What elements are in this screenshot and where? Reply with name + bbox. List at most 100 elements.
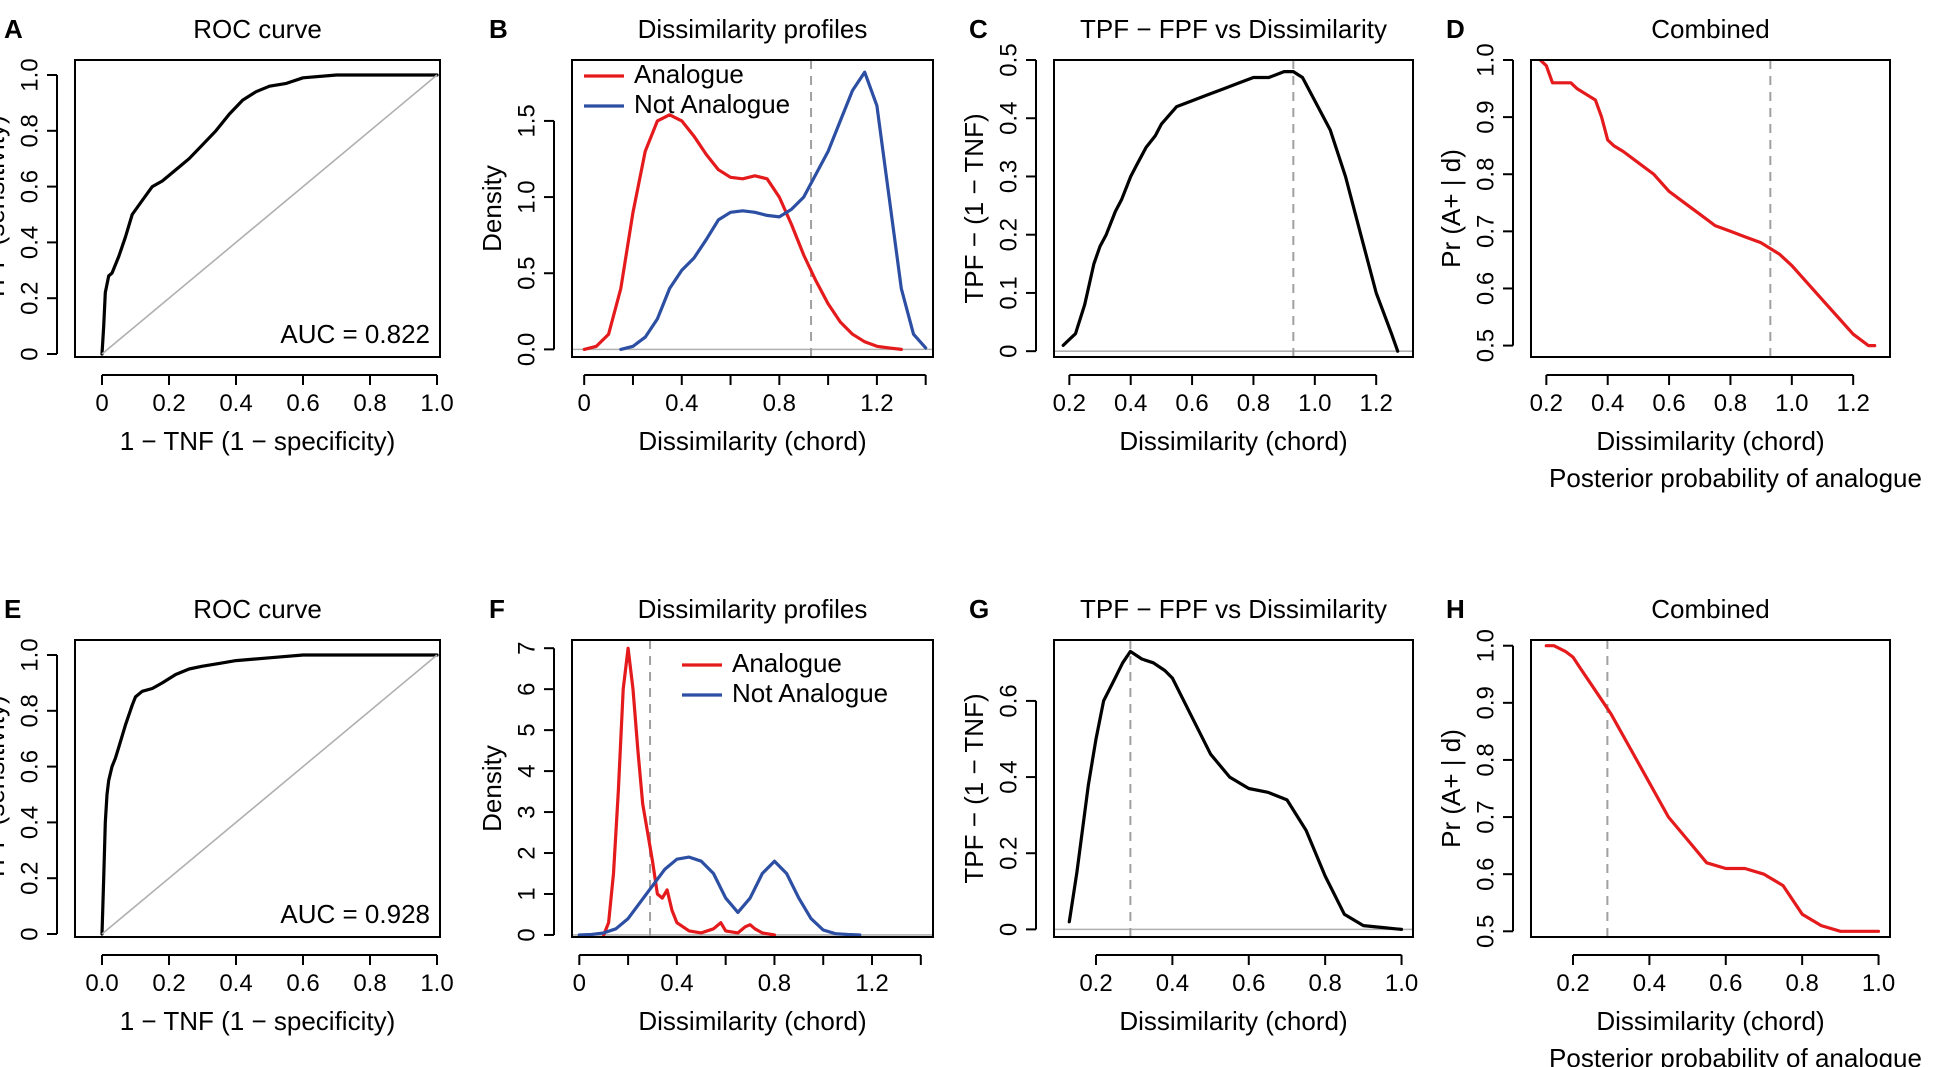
x-axis-label: Dissimilarity (chord) bbox=[1119, 1006, 1347, 1036]
auc-annotation: AUC = 0.822 bbox=[280, 319, 430, 349]
figure-caption: Posterior probability of analogue bbox=[1549, 463, 1922, 493]
panel-letter: D bbox=[1446, 14, 1465, 44]
series-pr-a-d bbox=[1544, 644, 1881, 933]
panel-letter: C bbox=[969, 14, 988, 44]
y-tick-label: 0 bbox=[16, 927, 43, 940]
chart-title: Dissimilarity profiles bbox=[638, 14, 868, 44]
plot-frame bbox=[1053, 59, 1414, 358]
x-tick-label: 0.6 bbox=[1652, 390, 1685, 417]
series-roc bbox=[100, 653, 439, 936]
x-tick-label: 0.4 bbox=[660, 970, 693, 997]
y-axis-label: Pr (A+ | d) bbox=[1436, 729, 1466, 848]
y-tick-label: 1.0 bbox=[1472, 629, 1499, 662]
x-tick-label: 0 bbox=[578, 390, 591, 417]
x-tick-label: 0.2 bbox=[1053, 390, 1086, 417]
y-tick-label: 0.6 bbox=[1472, 272, 1499, 305]
legend-label: Not Analogue bbox=[634, 89, 790, 119]
y-tick-label: 1.5 bbox=[513, 104, 540, 137]
y-tick-label: 0.8 bbox=[1472, 158, 1499, 191]
y-tick-label: 1.0 bbox=[16, 58, 43, 91]
x-tick-label: 0.6 bbox=[286, 390, 319, 417]
panel-letter: A bbox=[4, 14, 23, 44]
y-tick-label: 0.5 bbox=[1472, 915, 1499, 948]
x-tick-label: 0.2 bbox=[1556, 970, 1589, 997]
auc-annotation: AUC = 0.928 bbox=[280, 899, 430, 929]
y-tick-label: 5 bbox=[513, 723, 540, 736]
panel-letter: B bbox=[489, 14, 508, 44]
y-tick-label: 0.8 bbox=[16, 114, 43, 147]
y-tick-label: 0.9 bbox=[1472, 100, 1499, 133]
x-axis-label: 1 − TNF (1 − specificity) bbox=[120, 426, 396, 456]
y-tick-label: 0.6 bbox=[16, 170, 43, 203]
x-tick-label: 1.0 bbox=[420, 390, 453, 417]
x-tick-label: 1.2 bbox=[1359, 390, 1392, 417]
plot-frame bbox=[1530, 639, 1891, 938]
y-tick-label: 0.9 bbox=[1472, 686, 1499, 719]
y-tick-label: 0 bbox=[16, 347, 43, 360]
y-axis-label: TPF (sensitivity) bbox=[0, 115, 10, 301]
x-tick-label: 1.0 bbox=[1385, 970, 1418, 997]
y-tick-label: 0.5 bbox=[995, 43, 1022, 76]
panel-b: B Dissimilarity profiles 0 0.4 0.8 1.2 Dissimi… bbox=[477, 14, 934, 456]
y-tick-label: 0.1 bbox=[995, 276, 1022, 309]
x-tick-label: 0.0 bbox=[85, 970, 118, 997]
x-tick-label: 0.8 bbox=[353, 970, 386, 997]
y-tick-label: 6 bbox=[513, 682, 540, 695]
series-analogue bbox=[582, 113, 903, 351]
x-tick-label: 1.2 bbox=[860, 390, 893, 417]
x-tick-label: 0.4 bbox=[1591, 390, 1624, 417]
plot-frame bbox=[571, 59, 934, 358]
y-tick-label: 2 bbox=[513, 846, 540, 859]
x-tick-label: 0.2 bbox=[152, 390, 185, 417]
legend-label: Not Analogue bbox=[732, 678, 888, 708]
panel-g: G TPF − FPF vs Dissimilarity 0.2 0.4 0.6 0.8 1… bbox=[959, 594, 1418, 1036]
series-pr-a-d bbox=[1538, 61, 1877, 348]
series-tpf-fpf bbox=[1067, 649, 1404, 932]
x-tick-label: 0.4 bbox=[1156, 970, 1189, 997]
x-tick-label: 1.0 bbox=[1298, 390, 1331, 417]
plot-area bbox=[573, 61, 932, 356]
x-tick-label: 0.4 bbox=[1633, 970, 1666, 997]
x-axis-label: Dissimilarity (chord) bbox=[1596, 426, 1824, 456]
x-tick-label: 0.4 bbox=[665, 390, 698, 417]
x-tick-label: 0.8 bbox=[353, 390, 386, 417]
x-tick-label: 1.0 bbox=[1775, 390, 1808, 417]
x-axis-label: Dissimilarity (chord) bbox=[1119, 426, 1347, 456]
y-tick-label: 0.8 bbox=[1472, 743, 1499, 776]
x-tick-label: 1.0 bbox=[420, 970, 453, 997]
plot-frame bbox=[74, 59, 441, 358]
x-axis-label: 1 − TNF (1 − specificity) bbox=[120, 1006, 396, 1036]
x-tick-label: 0 bbox=[95, 390, 108, 417]
y-tick-label: 0.6 bbox=[16, 750, 43, 783]
y-tick-label: 4 bbox=[513, 764, 540, 777]
plot-area bbox=[1544, 641, 1881, 936]
plot-frame bbox=[571, 639, 934, 938]
y-tick-label: 1 bbox=[513, 887, 540, 900]
x-tick-label: 1.0 bbox=[1862, 970, 1895, 997]
y-tick-label: 1.0 bbox=[513, 180, 540, 213]
x-tick-label: 0.8 bbox=[758, 970, 791, 997]
y-axis-label: TPF (sensitivity) bbox=[0, 695, 10, 881]
panel-h: H Combined 0.2 0.4 0.6 0.8 1.0 Dissimilarity (c… bbox=[1436, 594, 1922, 1067]
panel-letter: G bbox=[969, 594, 989, 624]
chart-title: TPF − FPF vs Dissimilarity bbox=[1080, 594, 1387, 624]
y-tick-label: 0.6 bbox=[1472, 857, 1499, 890]
y-axis-label: TPF − (1 − TNF) bbox=[959, 113, 989, 303]
y-tick-label: 0.4 bbox=[16, 226, 43, 259]
x-axis-label: Dissimilarity (chord) bbox=[1596, 1006, 1824, 1036]
y-tick-label: 0.2 bbox=[16, 282, 43, 315]
series-analogue bbox=[602, 646, 777, 936]
x-tick-label: 0.2 bbox=[1079, 970, 1112, 997]
legend-label: Analogue bbox=[634, 59, 744, 89]
plot-area bbox=[1055, 61, 1412, 356]
y-tick-label: 0 bbox=[995, 344, 1022, 357]
plot-area bbox=[1055, 641, 1412, 936]
x-tick-label: 0.2 bbox=[1530, 390, 1563, 417]
chart-title: Combined bbox=[1651, 594, 1770, 624]
x-tick-label: 0.4 bbox=[219, 390, 252, 417]
y-tick-label: 0.7 bbox=[1472, 215, 1499, 248]
plot-area bbox=[1538, 61, 1877, 356]
figure-caption: Posterior probability of analogue bbox=[1549, 1043, 1922, 1067]
